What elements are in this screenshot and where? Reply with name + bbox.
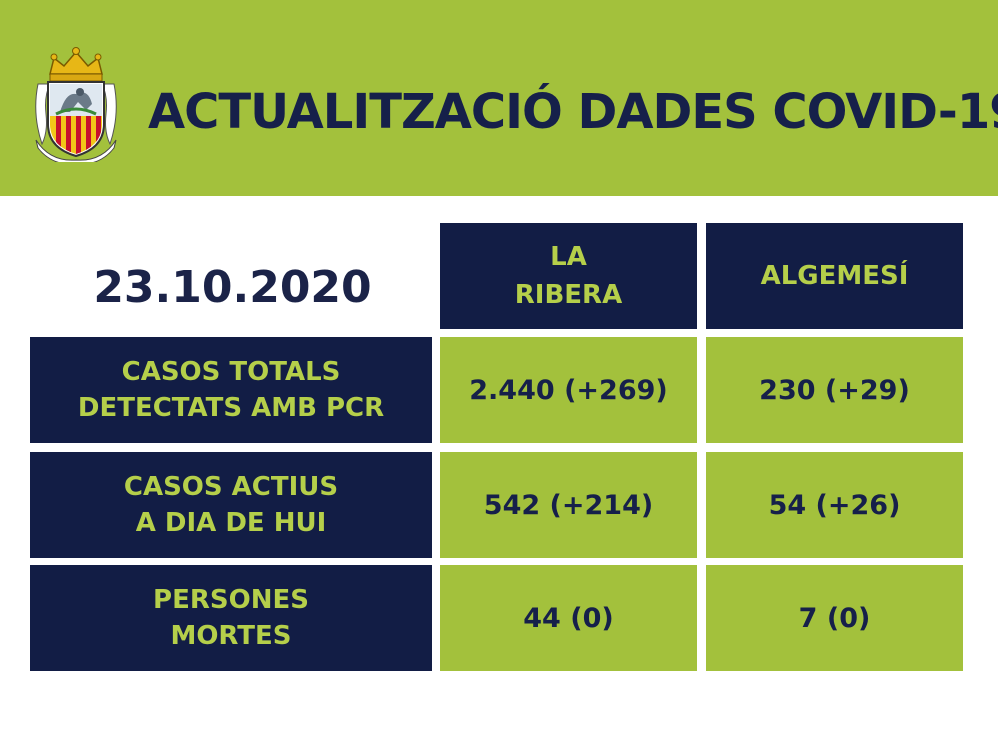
cell-casos-actius-algemesi: 54 (+26)	[706, 452, 963, 558]
report-date: 23.10.2020	[93, 261, 372, 313]
town-crest-icon	[35, 47, 117, 162]
row-header-line: DETECTATS AMB PCR	[77, 393, 385, 423]
cell-casos-actius-la-ribera: 542 (+214)	[440, 452, 697, 558]
row-header-persones-mortes: PERSONES MORTES	[30, 565, 432, 671]
column-header-line: ALGEMESÍ	[760, 261, 909, 291]
row-header-line: PERSONES	[153, 585, 309, 615]
row-header-line: CASOS TOTALS	[121, 357, 341, 387]
column-header-line: RIBERA	[514, 280, 623, 310]
row-header-line: A DIA DE HUI	[135, 508, 327, 538]
row-header-casos-totals: CASOS TOTALS DETECTATS AMB PCR	[30, 337, 432, 443]
cell-casos-totals-algemesi: 230 (+29)	[706, 337, 963, 443]
row-header-line: MORTES	[170, 621, 292, 651]
cell-persones-mortes-algemesi: 7 (0)	[706, 565, 963, 671]
column-header-la-ribera: LA RIBERA	[440, 223, 697, 329]
cell-persones-mortes-la-ribera: 44 (0)	[440, 565, 697, 671]
row-header-casos-actius: CASOS ACTIUS A DIA DE HUI	[30, 452, 432, 558]
page-title: ACTUALITZACIÓ DADES COVID-19	[148, 84, 998, 140]
row-header-line: CASOS ACTIUS	[123, 472, 339, 502]
column-header-algemesi: ALGEMESÍ	[706, 223, 963, 329]
header-banner: ACTUALITZACIÓ DADES COVID-19	[0, 0, 998, 196]
cell-casos-totals-la-ribera: 2.440 (+269)	[440, 337, 697, 443]
column-header-line: LA	[550, 242, 587, 272]
